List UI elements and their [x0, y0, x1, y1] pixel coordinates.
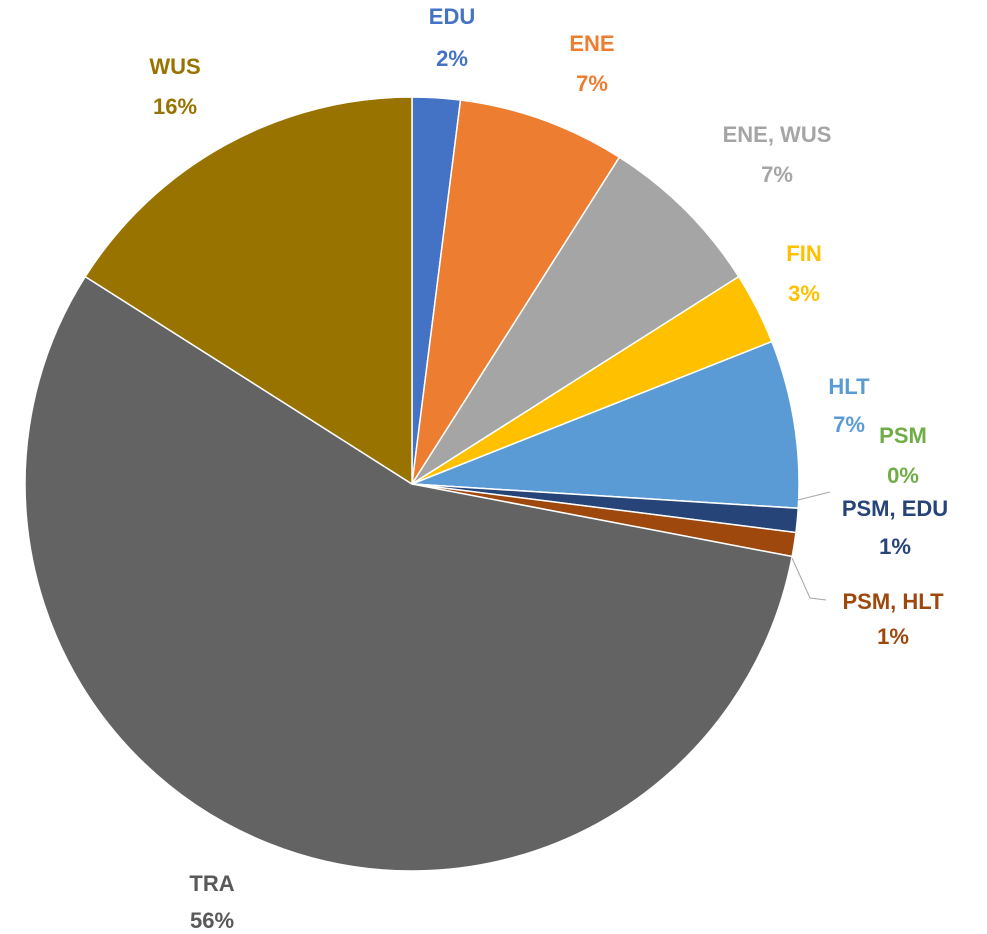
data-label-name: TRA [189, 871, 234, 896]
data-label-name: EDU [429, 4, 475, 29]
pie-slice [411, 156, 740, 485]
data-label-name: PSM [879, 423, 927, 448]
data-label-name: ENE [569, 31, 614, 56]
data-label-value: 2% [436, 46, 468, 71]
data-label-value: 7% [833, 412, 865, 437]
leader-line [791, 557, 827, 601]
data-label-value: 16% [153, 94, 197, 119]
data-label-value: 56% [190, 908, 234, 933]
data-label-name: HLT [828, 374, 870, 399]
data-label-value: 7% [576, 71, 608, 96]
leader-line [797, 491, 831, 501]
data-label-value: 1% [879, 534, 911, 559]
pie-slice [24, 275, 794, 872]
data-label-value: 1% [877, 624, 909, 649]
pie-slice [84, 96, 413, 486]
data-label-name: WUS [149, 54, 200, 79]
data-label-name: PSM, EDU [842, 496, 948, 521]
data-label-name: PSM, HLT [842, 589, 944, 614]
data-label-name: FIN [786, 241, 821, 266]
data-label-name: ENE, WUS [723, 122, 832, 147]
data-label-value: 7% [761, 162, 793, 187]
pie-slice [411, 99, 621, 485]
data-label-value: 3% [788, 281, 820, 306]
pie-slice [411, 340, 800, 510]
data-label-value: 0% [887, 463, 919, 488]
